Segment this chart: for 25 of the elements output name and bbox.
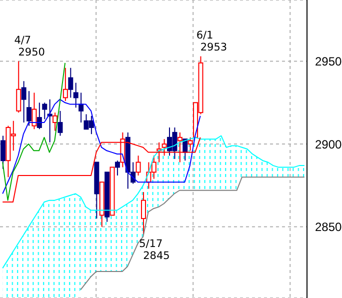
y-tick-label: 2900 [315, 137, 342, 152]
candlestick [136, 155, 141, 176]
candlestick [140, 192, 146, 236]
candlestick [52, 112, 58, 132]
candlestick [16, 60, 22, 114]
candlestick [32, 92, 37, 130]
candlestick [26, 90, 32, 126]
annotation: 5/17 2845 [139, 238, 170, 262]
line-series [2, 98, 201, 194]
candlestick [62, 67, 68, 102]
candlestick [68, 67, 74, 98]
candlestick [114, 160, 120, 176]
y-tick-label: 2950 [315, 54, 342, 69]
candlestick [21, 80, 26, 124]
line-series [80, 176, 305, 290]
candlestick [42, 102, 48, 120]
candlestick [47, 98, 52, 143]
candlestick [0, 135, 6, 170]
annotation: 4/7 2950 [14, 34, 45, 58]
y-tick-label: 2850 [315, 220, 342, 234]
line-series [2, 62, 66, 201]
annotation: 6/1 2953 [196, 29, 228, 54]
candlestick [73, 82, 78, 108]
candlestick [36, 102, 42, 130]
candlestick [58, 110, 63, 136]
